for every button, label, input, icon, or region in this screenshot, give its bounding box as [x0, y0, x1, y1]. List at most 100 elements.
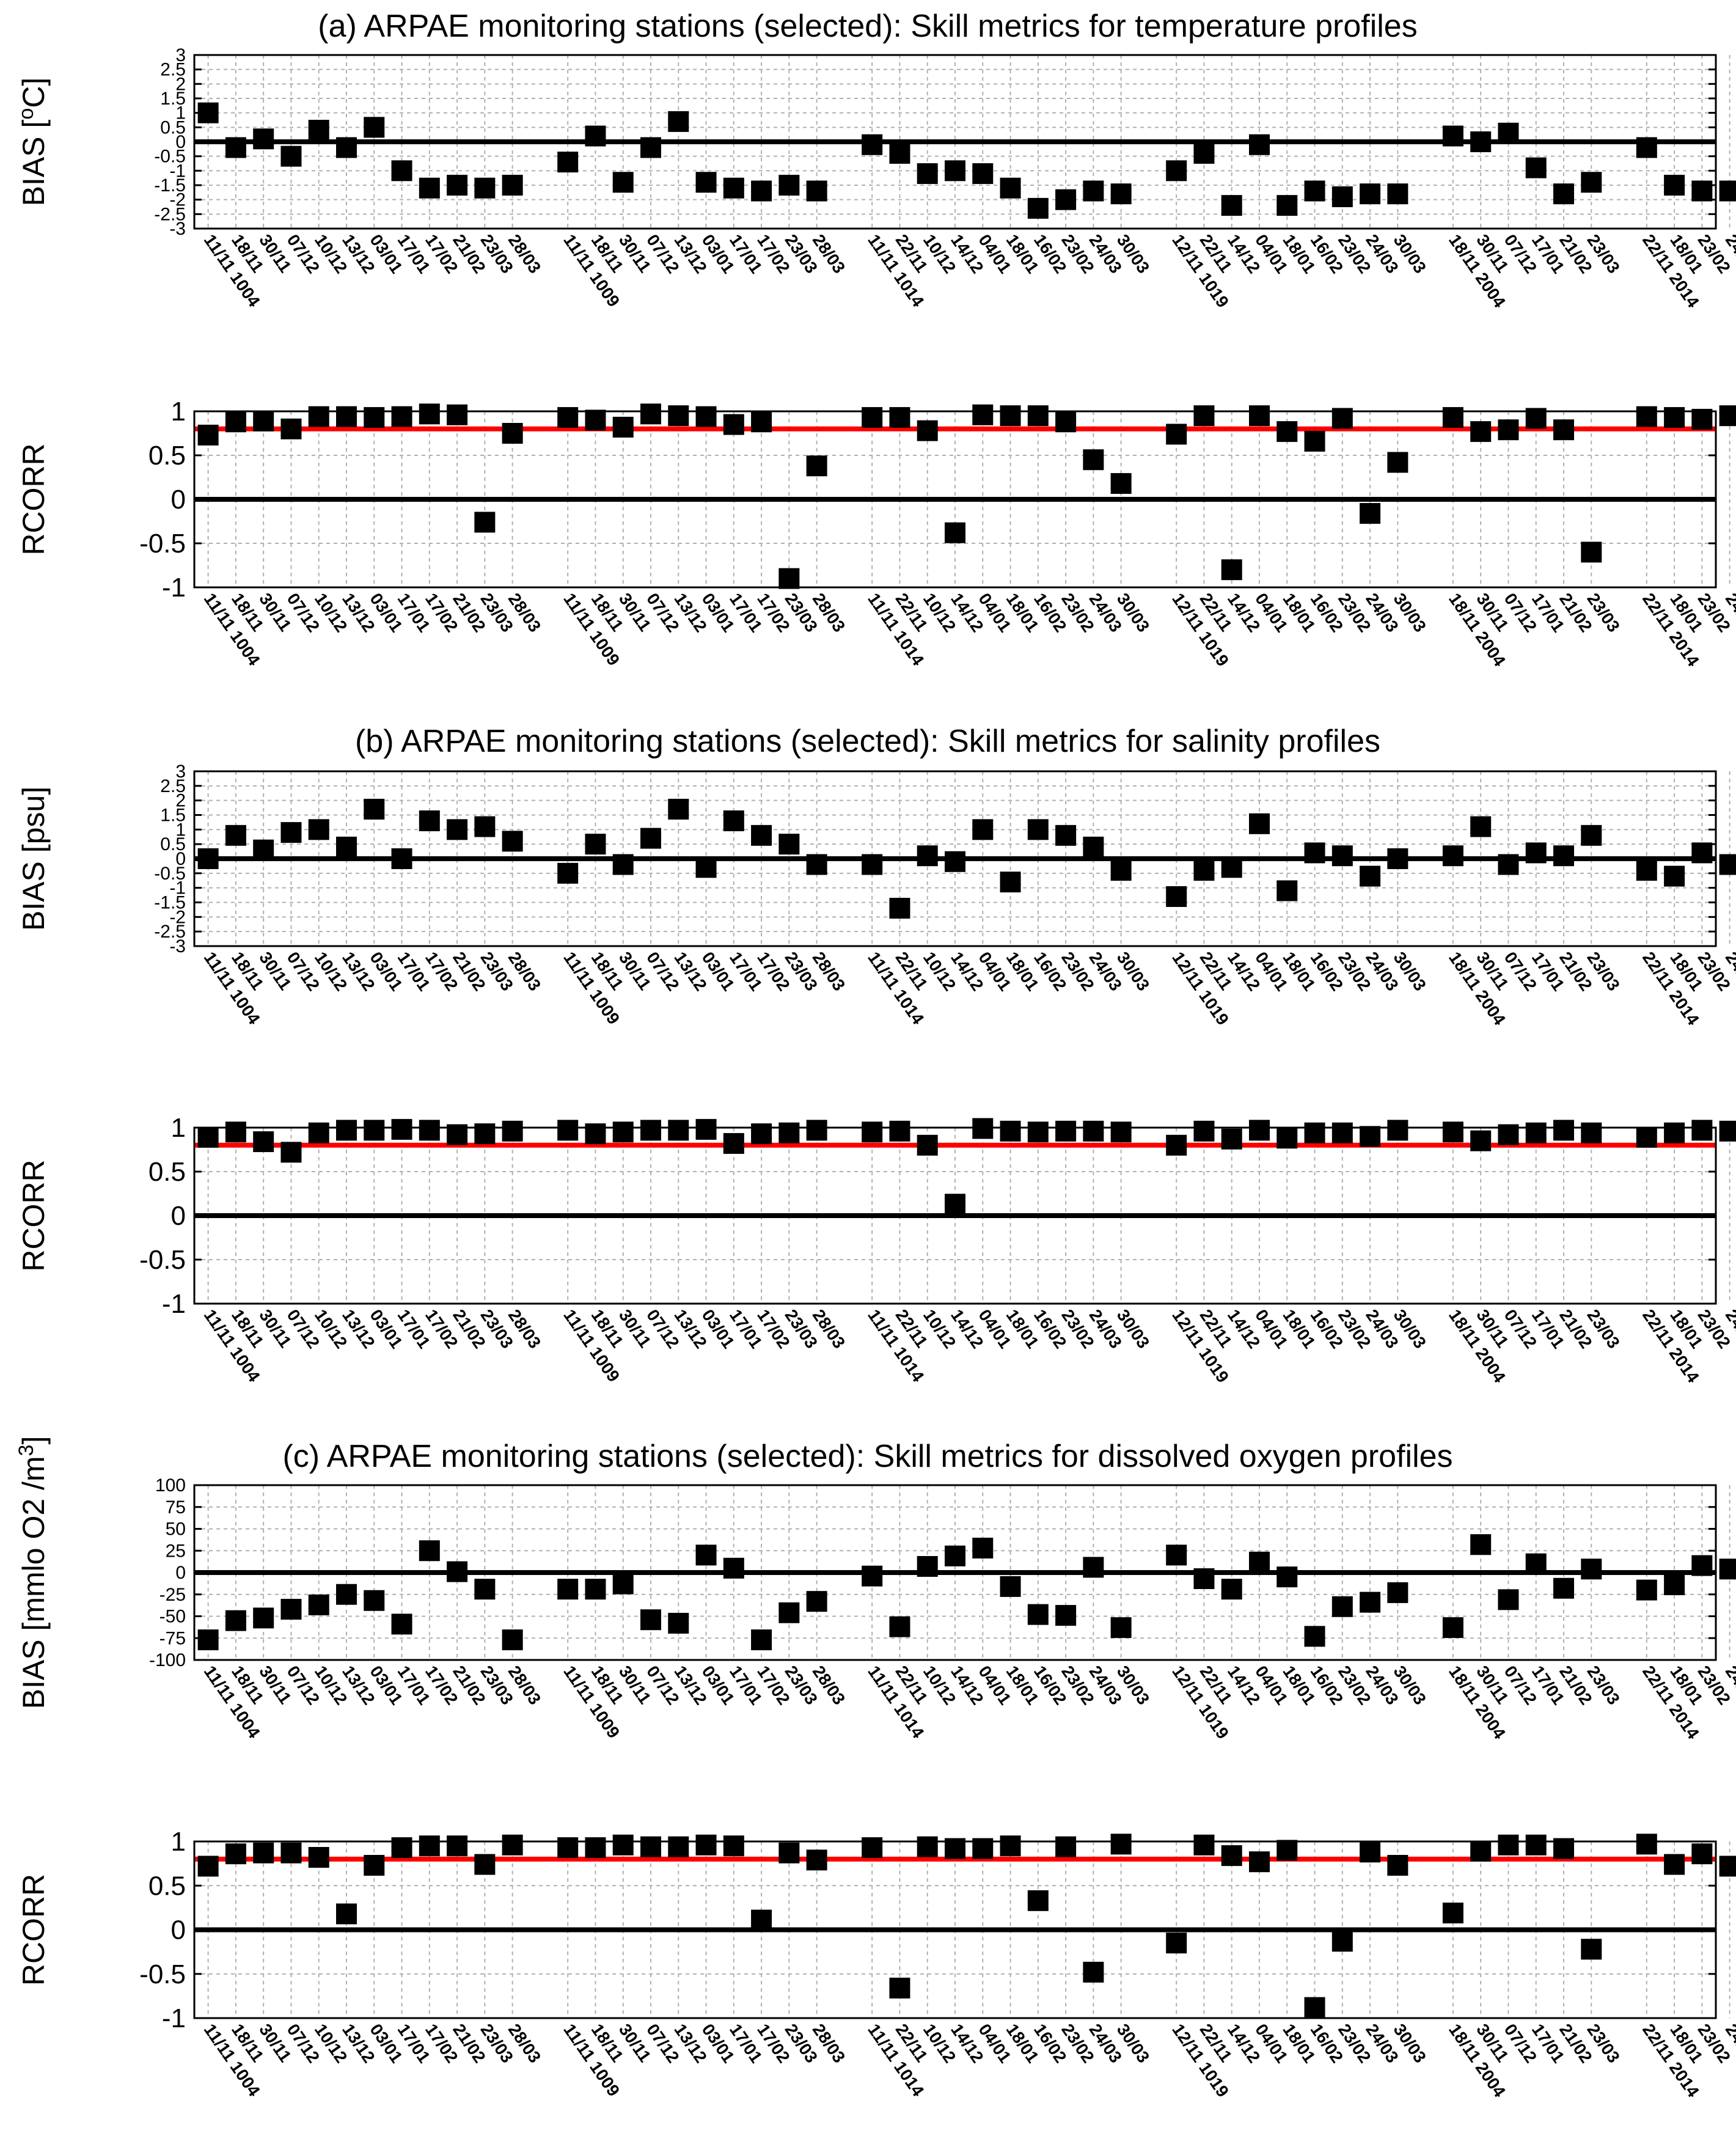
ytick-label: 0.5: [148, 441, 186, 471]
data-point: [419, 403, 440, 425]
data-point: [917, 845, 938, 867]
data-point: [1276, 1566, 1298, 1588]
data-point: [695, 1544, 717, 1566]
data-point: [391, 848, 412, 869]
data-point: [1304, 180, 1325, 202]
data-point: [364, 1120, 385, 1141]
data-point: [364, 1590, 385, 1611]
ytick-label: 75: [166, 1497, 186, 1518]
data-point: [336, 836, 357, 857]
data-point: [447, 1561, 468, 1582]
data-point: [668, 1836, 689, 1857]
data-point: [225, 824, 246, 846]
ytick-label: 0: [171, 1915, 186, 1945]
data-point: [640, 828, 661, 849]
data-point: [1166, 886, 1187, 907]
data-point: [502, 1834, 523, 1856]
data-point: [336, 1120, 357, 1141]
data-point: [1664, 865, 1685, 887]
data-point: [1331, 1596, 1353, 1617]
data-point: [225, 1610, 246, 1631]
data-point: [917, 1555, 938, 1577]
ytick-label: 2.5: [160, 776, 186, 796]
data-point: [751, 1123, 772, 1145]
data-point: [364, 117, 385, 138]
data-point: [474, 1123, 496, 1145]
data-point: [778, 568, 800, 589]
data-point: [1470, 421, 1492, 442]
data-point: [1470, 1840, 1492, 1862]
ytick-label: -1.5: [154, 893, 186, 913]
ytick-label: 3: [175, 45, 186, 65]
data-point: [419, 1120, 440, 1141]
ytick-label: 0: [175, 849, 186, 869]
data-point: [778, 834, 800, 855]
data-point: [668, 1612, 689, 1634]
data-point: [1249, 813, 1270, 834]
data-point: [1664, 1854, 1685, 1875]
data-point: [889, 1977, 910, 1999]
data-point: [1691, 1843, 1713, 1865]
data-point: [585, 1837, 606, 1859]
data-point: [197, 1629, 219, 1651]
data-point: [474, 512, 496, 533]
ytick-label: -0.5: [139, 1245, 186, 1275]
data-point: [280, 1842, 302, 1863]
data-point: [1331, 1931, 1353, 1952]
data-point: [1110, 473, 1132, 494]
data-point: [253, 1131, 274, 1153]
ytick-label: 0: [171, 1201, 186, 1231]
data-point: [751, 411, 772, 433]
ytick-label: -2: [169, 190, 186, 210]
data-point: [1331, 845, 1353, 867]
data-point: [1636, 860, 1657, 881]
data-point: [280, 1142, 302, 1163]
title-b: (b) ARPAE monitoring stations (selected)…: [355, 724, 1380, 759]
ytick-label: -2: [169, 907, 186, 927]
data-point: [1442, 1617, 1463, 1639]
data-point: [557, 152, 579, 173]
data-point: [1027, 197, 1049, 219]
data-point: [225, 137, 246, 158]
data-point: [197, 102, 219, 123]
ytick-label: -1: [169, 878, 186, 898]
data-point: [1055, 1605, 1077, 1626]
data-point: [1498, 1834, 1519, 1856]
data-point: [1000, 405, 1021, 427]
ytick-label: 1: [171, 1113, 186, 1143]
data-point: [1360, 1126, 1381, 1147]
chart-temp_bias: 32.521.510.50-0.5-1-1.5-2-2.5-3 BIAS [oC]…: [15, 45, 1736, 311]
data-point: [1360, 1591, 1381, 1613]
ytick-label: -3: [169, 219, 186, 239]
data-point: [447, 175, 468, 196]
data-point: [364, 1855, 385, 1876]
data-point: [1249, 405, 1270, 427]
ytick-label: -100: [149, 1650, 186, 1670]
data-point: [474, 816, 496, 837]
data-point: [1387, 1582, 1408, 1603]
ytick-label: -0.5: [139, 1959, 186, 1989]
data-point: [197, 1126, 219, 1148]
data-point: [889, 1616, 910, 1637]
data-point: [1636, 406, 1657, 427]
ytick-label: -25: [159, 1585, 186, 1605]
data-point: [1193, 860, 1215, 881]
data-point: [917, 1836, 938, 1857]
data-point: [1581, 1558, 1602, 1580]
data-point: [723, 1835, 744, 1857]
y-axis-label: BIAS [oC]: [15, 78, 51, 207]
data-point: [972, 819, 994, 840]
data-point: [1110, 860, 1132, 881]
data-point: [1470, 131, 1492, 152]
data-point: [972, 163, 994, 185]
data-point: [1553, 1577, 1574, 1599]
data-point: [806, 180, 827, 202]
data-point: [1719, 1120, 1736, 1142]
data-point: [862, 407, 883, 428]
ytick-label: -3: [169, 936, 186, 956]
data-point: [308, 1594, 329, 1615]
data-point: [1110, 1122, 1132, 1143]
data-point: [1193, 1834, 1215, 1856]
data-point: [972, 1838, 994, 1859]
data-point: [1691, 408, 1713, 430]
